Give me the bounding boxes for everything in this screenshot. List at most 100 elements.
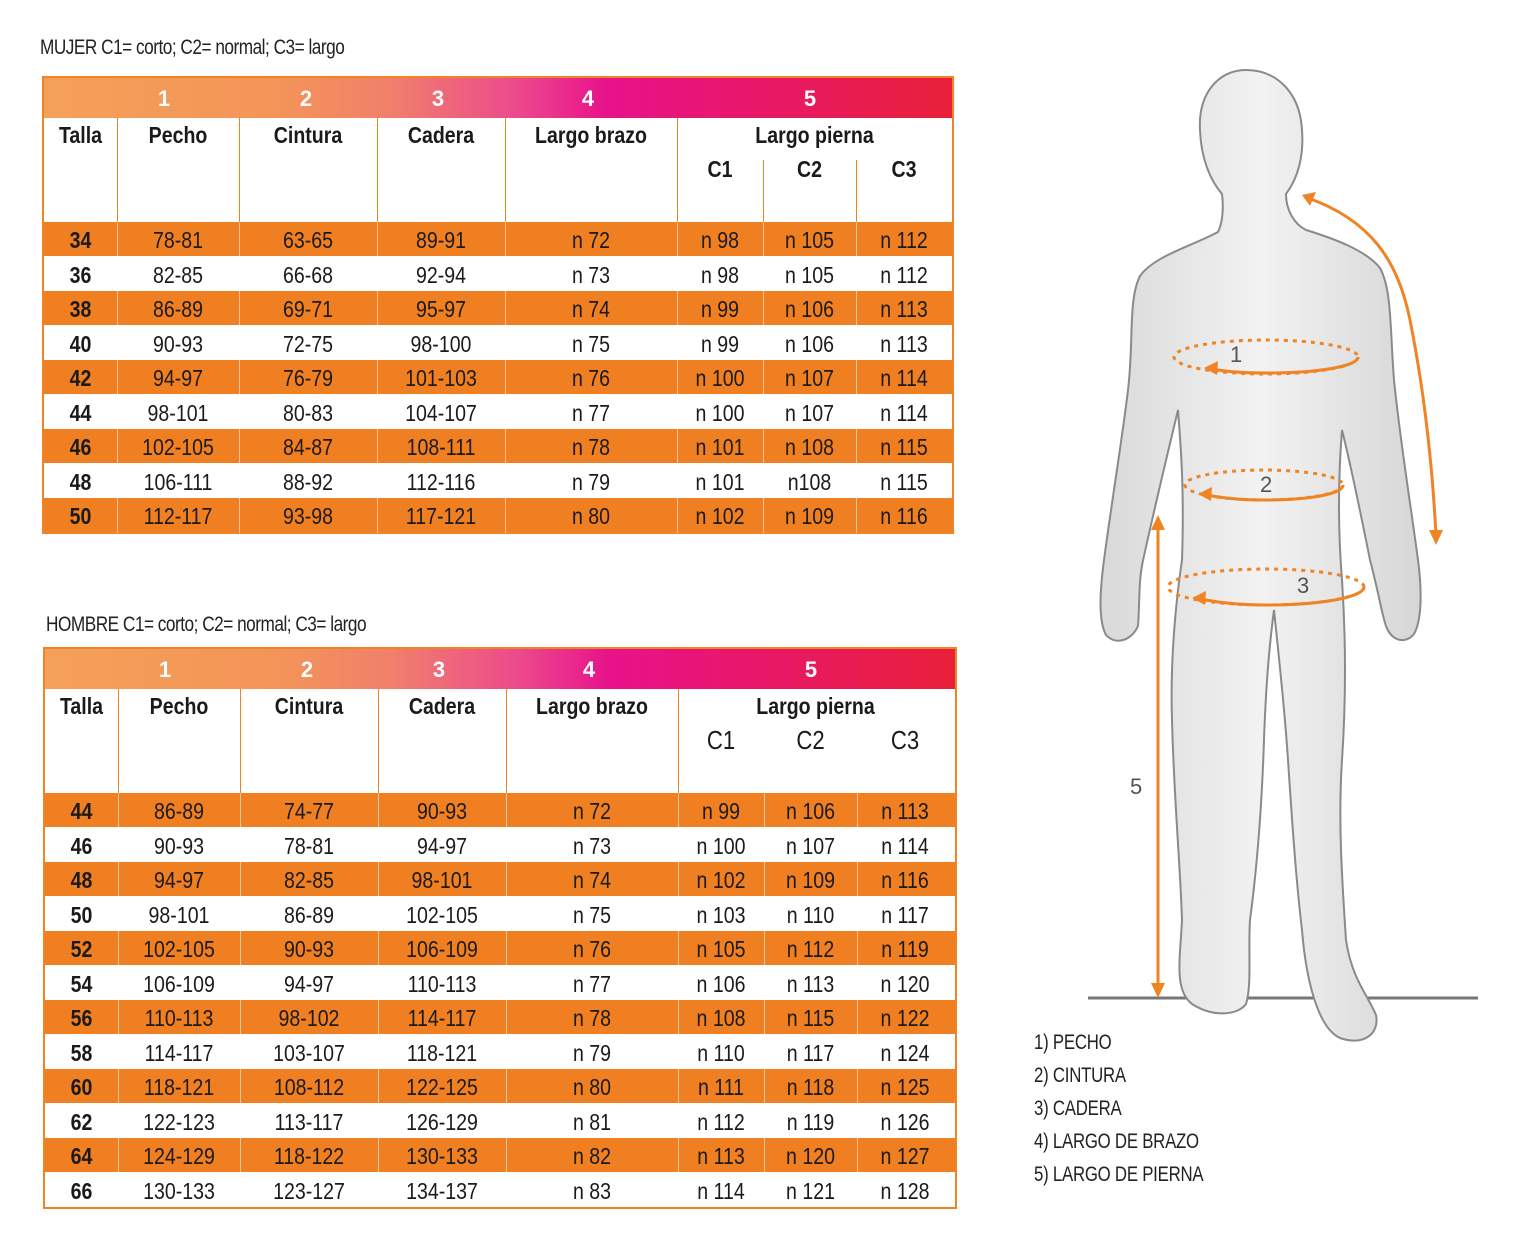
hombre-header-largo-pierna: Largo pierna (756, 693, 875, 719)
mujer-table-cell: 66-68 (282, 261, 333, 288)
hombre-table-cell: n 128 (880, 1177, 930, 1204)
hombre-table-cell: n 73 (572, 832, 612, 859)
hombre-table-cell: n 119 (881, 936, 929, 962)
mujer-table-cell: 102-105 (142, 434, 214, 460)
mujer-table-cell: 101-103 (405, 365, 477, 391)
hombre-table-cell: n 106 (696, 970, 746, 997)
mujer-table-cell: n 115 (880, 434, 928, 460)
hombre-table-cell: n 113 (881, 798, 929, 824)
hombre-group-number: 4 (582, 657, 596, 682)
mujer-table-cell: 48 (69, 468, 92, 495)
legend-item: 4) LARGO DE BRAZO (1034, 1130, 1199, 1153)
mujer-table-cell: 93-98 (282, 503, 333, 529)
hombre-header-cell: Cintura (274, 693, 344, 719)
mujer-group-number: 5 (803, 86, 817, 111)
hombre-table-cell: 134-137 (406, 1177, 478, 1204)
mujer-caption: MUJER C1= corto; C2= normal; C3= largo (40, 36, 345, 59)
hombre-row-separator (378, 793, 379, 1207)
human-silhouette-illustration: 1 2 3 5 (1088, 68, 1478, 1042)
hombre-col-separator (378, 689, 379, 793)
hombre-table-cell: 82-85 (283, 867, 334, 893)
hombre-table-cell: n 124 (880, 1039, 930, 1066)
hombre-table-cell: 114-117 (407, 1005, 477, 1031)
hombre-table-cell: n 112 (786, 936, 835, 962)
hombre-table-cell: 122-125 (406, 1074, 478, 1100)
marker-1: 1 (1230, 342, 1242, 367)
mujer-table-row: 50 112-117 93-98 117-121 n 80 n 102 n 109 n 116 (44, 498, 952, 532)
mujer-table-cell: n 105 (785, 227, 834, 253)
mujer-table-cell: 82-85 (152, 261, 203, 288)
mujer-table-cell: 50 (69, 503, 92, 529)
mujer-table-cell: 78-81 (152, 227, 203, 253)
hombre-table-cell: n 109 (786, 867, 835, 893)
marker-3: 3 (1297, 573, 1309, 598)
hombre-table-cell: 90-93 (416, 798, 467, 824)
hombre-table-cell: n 108 (696, 1005, 746, 1031)
hombre-table-cell: 118-121 (143, 1074, 215, 1100)
mujer-table-row: 46 102-105 84-87 108-111 n 78 n 101 n 108 n 115 (44, 429, 952, 463)
marker-2: 2 (1260, 472, 1272, 497)
hombre-table-cell: 106-109 (143, 970, 215, 997)
mujer-row-separator (117, 222, 118, 533)
hombre-table-cell: n 114 (697, 1177, 745, 1204)
mujer-table-row: 40 90-93 72-75 98-100 n 75 n 99 n 106 n 113 (44, 325, 952, 360)
mujer-col-separator (377, 118, 378, 222)
mujer-table-cell: 94-97 (152, 365, 203, 391)
hombre-table-cell: n 113 (786, 970, 835, 997)
hombre-table-cell: n 120 (786, 1143, 835, 1169)
mujer-table-cell: n 112 (880, 261, 928, 288)
mujer-table-cell: n 115 (880, 468, 928, 495)
mujer-header-gradient-bar (44, 78, 952, 118)
mujer-size-table: 1 2 3 4 5 Talla Pecho Cintura Cadera Largo brazo L… (42, 76, 954, 534)
hombre-row-separator (240, 793, 241, 1207)
mujer-header-sub: C1 (707, 156, 733, 182)
hombre-table-cell: n 106 (786, 798, 835, 824)
hombre-group-number: 5 (804, 657, 818, 682)
hombre-table-cell: 118-122 (273, 1143, 345, 1169)
hombre-table-cell: 98-101 (411, 867, 473, 893)
hombre-table-row: 56 110-113 98-102 114-117 n 78 n 108 n 115 n 12… (45, 1000, 955, 1034)
mujer-table-cell: n 79 (571, 468, 611, 495)
hombre-table-cell: n 75 (572, 901, 612, 928)
mujer-table-cell: 106-111 (143, 468, 213, 495)
hombre-table-cell: n 126 (880, 1108, 930, 1135)
hombre-row-separator (857, 793, 858, 1207)
hombre-table-cell: 64 (70, 1143, 93, 1169)
mujer-table-cell: n 75 (571, 330, 611, 357)
mujer-table-cell: 117-121 (405, 503, 477, 529)
mujer-table-cell: n 101 (695, 468, 745, 495)
hombre-header-sub: C2 (796, 725, 825, 755)
hombre-table-cell: 130-133 (406, 1143, 478, 1169)
hombre-table-cell: 124-129 (143, 1143, 215, 1169)
hombre-table-cell: 110-113 (407, 970, 477, 997)
hombre-table-cell: n 99 (701, 798, 741, 824)
hombre-table-cell: n 127 (880, 1143, 930, 1169)
mujer-table-cell: 42 (69, 365, 92, 391)
mujer-table-cell: n108 (787, 468, 832, 495)
hombre-table-cell: n 102 (696, 867, 746, 893)
hombre-table-row: 48 94-97 82-85 98-101 n 74 n 102 n 109 n 116 (45, 862, 955, 896)
mujer-table-cell: 38 (69, 296, 92, 322)
hombre-header-cell: Pecho (149, 693, 209, 719)
mujer-table-cell: 88-92 (282, 468, 333, 495)
hombre-table-cell: 102-105 (143, 936, 215, 962)
hombre-table-cell: n 100 (696, 832, 746, 859)
hombre-table-cell: n 74 (572, 867, 612, 893)
hombre-group-number: 2 (300, 657, 314, 682)
hombre-table-cell: 78-81 (283, 832, 334, 859)
hombre-row-separator (678, 793, 679, 1207)
mujer-col-separator (505, 118, 506, 222)
body-measurement-figure: 1 2 3 5 (1080, 60, 1500, 1060)
hombre-table-cell: 98-101 (148, 901, 210, 928)
mujer-table-cell: 98-101 (147, 399, 209, 426)
hombre-table-cell: n 110 (697, 1039, 745, 1066)
mujer-col-separator (239, 118, 240, 222)
mujer-table-cell: n 114 (880, 399, 928, 426)
mujer-table-cell: 108-111 (406, 434, 476, 460)
hombre-row-separator (118, 793, 119, 1207)
legend-item: 5) LARGO DE PIERNA (1034, 1163, 1204, 1186)
hombre-table-cell: 94-97 (153, 867, 204, 893)
mujer-table-cell: n 113 (880, 330, 928, 357)
mujer-table-cell: n 78 (571, 434, 611, 460)
hombre-row-separator (764, 793, 765, 1207)
